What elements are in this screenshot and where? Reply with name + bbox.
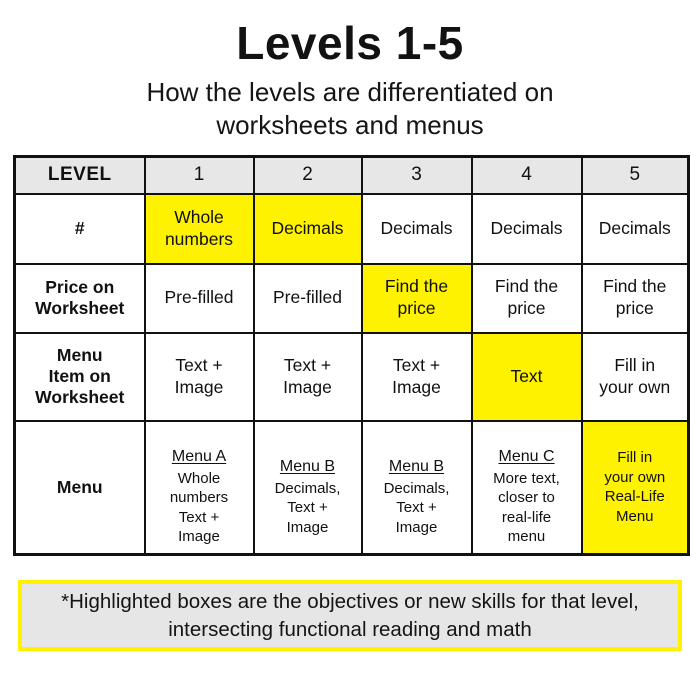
level-1-header: 1 — [143, 155, 255, 195]
table-cell: Text + Image — [360, 331, 473, 422]
level-3-header: 3 — [360, 155, 473, 195]
table-cell: Menu B Decimals, Text + Image — [360, 419, 473, 556]
note-box: *Highlighted boxes are the objectives or… — [18, 580, 682, 651]
table-cell: Find the price — [470, 262, 583, 334]
row-label-price: Price on Worksheet — [13, 262, 146, 334]
table-row-menu-item: Menu Item on Worksheet Text + Image Text… — [13, 331, 690, 422]
levels-table-wrapper: LEVEL 1 2 3 4 5 # Whole numbers Decimals… — [13, 155, 690, 556]
row-label-number: # — [13, 192, 146, 265]
table-cell: Menu A Whole numbers Text + Image — [143, 419, 255, 556]
table-cell: Whole numbers — [143, 192, 255, 265]
level-5-header: 5 — [580, 155, 690, 195]
table-row-number: # Whole numbers Decimals Decimals Decima… — [13, 192, 690, 265]
table-header-row: LEVEL 1 2 3 4 5 — [13, 155, 690, 195]
level-corner-cell: LEVEL — [13, 155, 146, 195]
table-cell: Decimals — [580, 192, 690, 265]
table-cell: Fill in your own Real-Life Menu — [580, 419, 690, 556]
table-cell: Decimals — [360, 192, 473, 265]
level-2-header: 2 — [252, 155, 363, 195]
table-cell: Decimals — [252, 192, 363, 265]
menu-name: Menu C — [498, 448, 555, 466]
row-label-menu: Menu — [13, 419, 146, 556]
table-cell: Text — [470, 331, 583, 422]
level-4-header: 4 — [470, 155, 583, 195]
levels-table: LEVEL 1 2 3 4 5 # Whole numbers Decimals… — [13, 155, 690, 556]
row-label-menu-item: Menu Item on Worksheet — [13, 331, 146, 422]
menu-desc: Whole numbers Text + Image — [169, 469, 229, 546]
page-subtitle: How the levels are differentiated on wor… — [146, 77, 554, 140]
note-text: *Highlighted boxes are the objectives or… — [61, 589, 639, 641]
table-cell: Menu C More text, closer to real-life men… — [470, 419, 583, 556]
table-cell: Text + Image — [252, 331, 363, 422]
menu-desc: More text, closer to real-life menu — [493, 469, 560, 546]
table-cell: Pre-filled — [252, 262, 363, 334]
menu-name: Menu B — [279, 457, 336, 475]
table-cell: Fill in your own — [580, 331, 690, 422]
menu-name: Menu A — [171, 448, 227, 466]
table-cell: Find the price — [580, 262, 690, 334]
table-row-menu: Menu Menu A Whole numbers Text + Image Me… — [13, 419, 690, 556]
page-title: Levels 1-5 — [236, 17, 464, 69]
table-cell: Decimals — [470, 192, 583, 265]
menu-desc: Decimals, Text + Image — [274, 479, 341, 536]
menu-desc: Decimals, Text + Image — [383, 479, 450, 536]
table-cell: Find the price — [360, 262, 473, 334]
table-cell: Text + Image — [143, 331, 255, 422]
table-row-price: Price on Worksheet Pre-filled Pre-filled… — [13, 262, 690, 334]
menu-name: Menu B — [388, 457, 445, 475]
table-cell: Menu B Decimals, Text + Image — [252, 419, 363, 556]
table-cell: Pre-filled — [143, 262, 255, 334]
